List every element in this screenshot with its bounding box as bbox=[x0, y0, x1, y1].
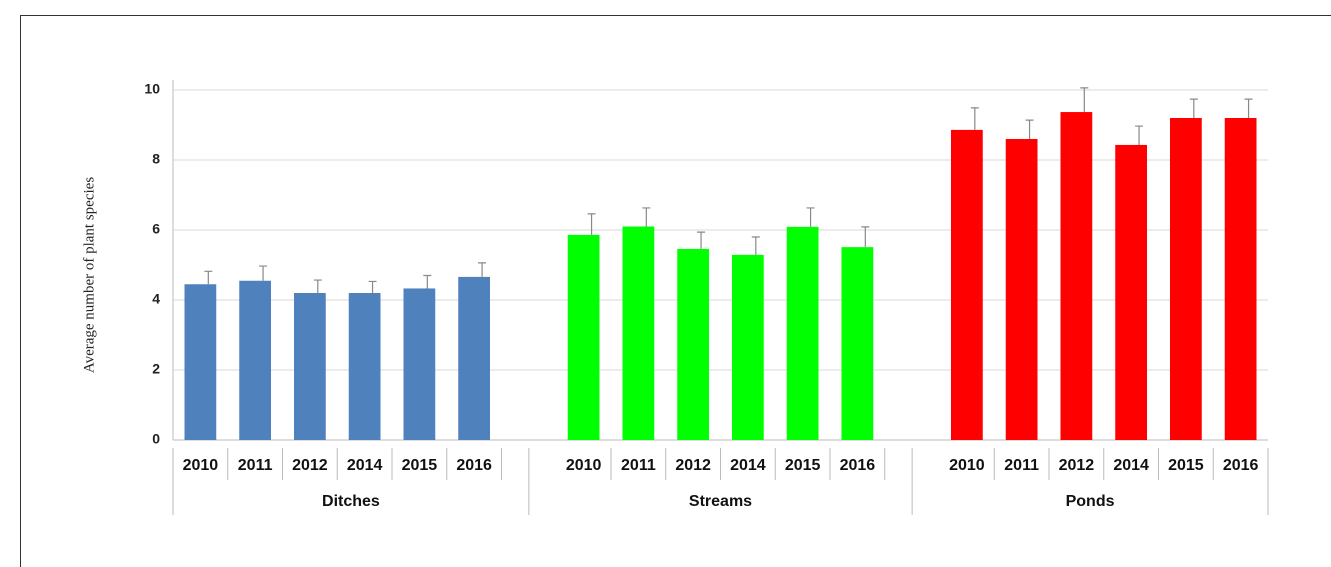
bar bbox=[239, 280, 272, 440]
error-bar bbox=[313, 279, 322, 293]
y-tick-label: 4 bbox=[152, 291, 160, 307]
x-tick-label: 2011 bbox=[238, 457, 273, 474]
bar bbox=[1224, 118, 1257, 440]
bar bbox=[567, 234, 600, 440]
x-tick-label: 2010 bbox=[566, 457, 602, 474]
group-label: Ponds bbox=[1066, 493, 1115, 510]
bar bbox=[950, 129, 983, 440]
error-bar bbox=[642, 207, 651, 227]
error-bar bbox=[1189, 98, 1198, 118]
error-bar bbox=[697, 231, 706, 249]
x-tick-label: 2016 bbox=[456, 457, 492, 474]
error-bar bbox=[751, 236, 760, 255]
error-bar bbox=[478, 262, 487, 277]
x-tick-label: 2012 bbox=[675, 457, 711, 474]
error-bar bbox=[970, 107, 979, 130]
y-tick-label: 2 bbox=[152, 361, 160, 377]
x-tick-label: 2011 bbox=[1004, 457, 1039, 474]
error-bar bbox=[806, 207, 815, 227]
error-bar bbox=[1135, 125, 1144, 145]
x-tick-label: 2015 bbox=[1168, 457, 1204, 474]
y-tick-label: 8 bbox=[152, 151, 160, 167]
x-tick-label: 2016 bbox=[1223, 457, 1259, 474]
bar bbox=[677, 248, 710, 440]
group-label: Streams bbox=[689, 493, 752, 510]
x-tick-label: 2012 bbox=[1059, 457, 1095, 474]
error-bar bbox=[423, 274, 432, 289]
bar bbox=[1169, 118, 1202, 440]
y-tick-label: 6 bbox=[152, 221, 160, 237]
error-bar bbox=[861, 226, 870, 248]
bar bbox=[731, 254, 764, 440]
error-bar bbox=[259, 265, 268, 281]
frame bbox=[20, 15, 1331, 567]
bar bbox=[841, 247, 874, 440]
bar bbox=[1060, 112, 1093, 441]
x-tick-label: 2010 bbox=[183, 457, 219, 474]
error-bar bbox=[204, 270, 213, 285]
bar bbox=[403, 288, 436, 440]
bar bbox=[458, 276, 491, 440]
bar bbox=[348, 293, 381, 440]
x-tick-label: 2016 bbox=[840, 457, 876, 474]
x-tick-label: 2015 bbox=[402, 457, 438, 474]
bar bbox=[1115, 144, 1148, 440]
x-tick-label: 2010 bbox=[949, 457, 985, 474]
group-label: Ditches bbox=[322, 493, 380, 510]
bar bbox=[293, 293, 326, 440]
x-tick-label: 2014 bbox=[347, 457, 383, 474]
x-tick-label: 2015 bbox=[785, 457, 821, 474]
bar bbox=[622, 226, 655, 440]
error-bar bbox=[1080, 87, 1089, 113]
x-tick-label: 2011 bbox=[621, 457, 656, 474]
bar bbox=[786, 226, 819, 440]
y-tick-label: 0 bbox=[152, 431, 160, 447]
y-axis-label: Average number of plant species bbox=[81, 177, 97, 373]
error-bar bbox=[1025, 119, 1034, 139]
x-tick-label: 2014 bbox=[730, 457, 766, 474]
bar bbox=[1005, 139, 1038, 440]
error-bar bbox=[1244, 98, 1253, 118]
y-tick-label: 10 bbox=[144, 81, 160, 97]
x-tick-label: 2012 bbox=[292, 457, 328, 474]
x-tick-label: 2014 bbox=[1113, 457, 1149, 474]
error-bar bbox=[368, 280, 377, 293]
error-bar bbox=[587, 213, 596, 235]
bar bbox=[184, 284, 217, 440]
